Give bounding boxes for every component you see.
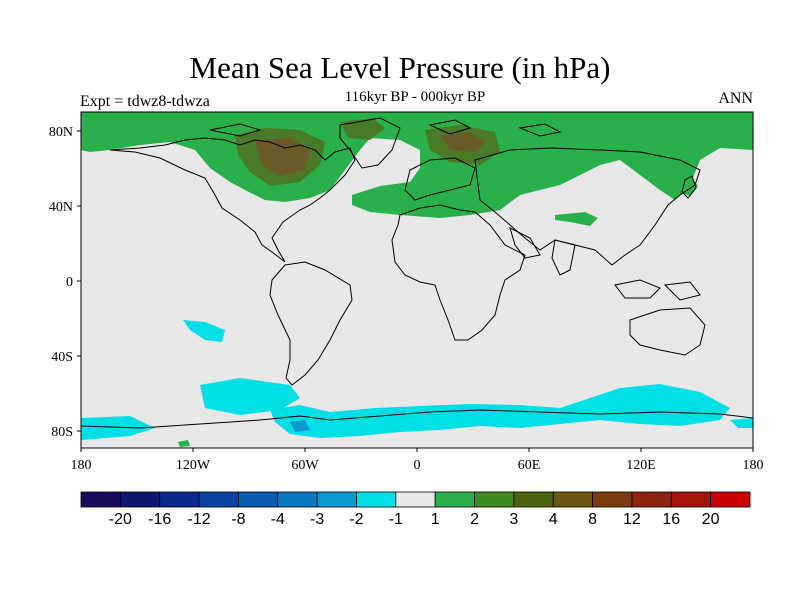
colorbar-swatch [631, 491, 672, 508]
experiment-label: Expt = tdwz8-tdwza [80, 93, 210, 110]
colorbar-label: -12 [187, 511, 210, 528]
colorbar-swatch [710, 491, 751, 508]
colorbar-label: 16 [662, 511, 680, 528]
colorbar-swatch [434, 491, 475, 508]
lat-tick-label: 80S [51, 425, 73, 440]
colorbar-label: -3 [310, 511, 324, 528]
lat-tick-label: 40S [51, 350, 73, 365]
colorbar-swatch [356, 491, 397, 508]
anomaly-region-scandinavia-core [440, 132, 485, 152]
colorbar-swatch [277, 491, 318, 508]
map-title: Mean Sea Level Pressure (in hPa) [189, 50, 611, 85]
map-panel [81, 112, 753, 448]
anomaly-region-southern-ocean-negative [200, 378, 300, 415]
coastlines [81, 117, 753, 429]
lat-tick-label: 80N [49, 125, 73, 140]
colorbar-swatch [395, 491, 436, 508]
colorbar-label: 3 [509, 511, 518, 528]
colorbar: -20 -16 -12 -8 -4 -3 -2 -1 1 2 3 4 8 12 16 20 [80, 491, 751, 528]
colorbar-swatch [513, 491, 554, 508]
colorbar-label: -20 [109, 511, 132, 528]
colorbar-swatch [159, 491, 200, 508]
latitude-ticks: 80N 40N 0 40S 80S [49, 125, 81, 440]
colorbar-swatch [552, 491, 593, 508]
colorbar-label: 12 [623, 511, 641, 528]
anomaly-region-siberia-positive [555, 212, 598, 226]
lon-tick-label: 180 [71, 458, 92, 473]
colorbar-label: 4 [549, 511, 558, 528]
lon-tick-label: 180 [743, 458, 764, 473]
lat-tick-label: 0 [66, 275, 73, 290]
lon-tick-label: 60W [291, 458, 319, 473]
colorbar-label: -2 [349, 511, 363, 528]
colorbar-swatch [119, 491, 161, 508]
season-label: ANN [718, 90, 753, 107]
lat-tick-label: 40N [49, 200, 73, 215]
map-subtitle: 116kyr BP - 000kyr BP [344, 89, 486, 105]
colorbar-label: -8 [231, 511, 245, 528]
colorbar-label: -16 [148, 511, 171, 528]
colorbar-label: -4 [271, 511, 285, 528]
lon-tick-label: 0 [414, 458, 421, 473]
colorbar-swatch [80, 491, 121, 508]
colorbar-swatch [592, 491, 633, 508]
lon-tick-label: 60E [518, 458, 541, 473]
colorbar-label: -1 [389, 511, 403, 528]
colorbar-swatch [316, 491, 357, 508]
colorbar-label: 1 [431, 511, 440, 528]
colorbar-label: 8 [588, 511, 597, 528]
anomaly-region-antarctic-negative [81, 384, 753, 440]
colorbar-label: 2 [470, 511, 479, 528]
colorbar-swatch [198, 491, 239, 508]
colorbar-swatch [474, 491, 515, 508]
anomaly-region-south-pacific-negative [183, 320, 225, 342]
longitude-ticks: 180 120W 60W 0 60E 120E 180 [71, 448, 764, 473]
colorbar-label: 20 [702, 511, 720, 528]
colorbar-swatch [670, 491, 712, 508]
lon-tick-label: 120W [176, 458, 211, 473]
lon-tick-label: 120E [626, 458, 656, 473]
anomaly-region-antarctic-stronger [290, 420, 310, 432]
anomaly-region-small-positive [178, 440, 190, 447]
anomaly-region-canada-core [255, 138, 310, 176]
colorbar-swatch [238, 491, 279, 508]
